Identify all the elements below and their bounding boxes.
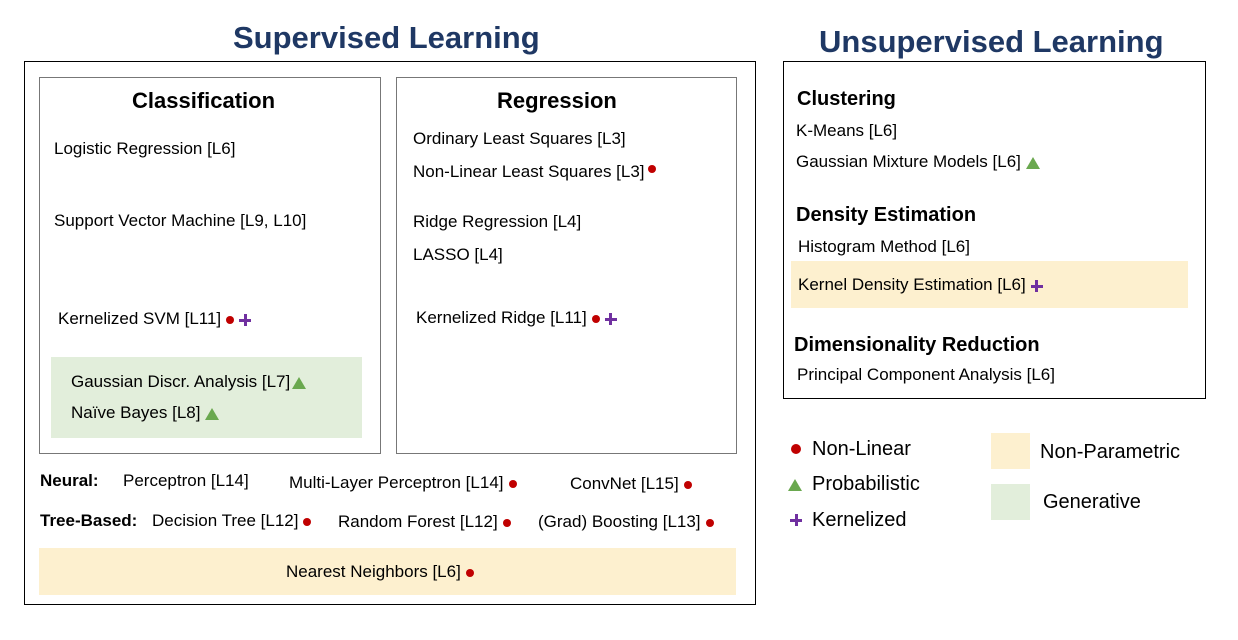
nlls-label: Non-Linear Least Squares [L3] (413, 162, 645, 181)
grad-boosting: (Grad) Boosting [L13] (538, 512, 714, 532)
gda-label: Gaussian Discr. Analysis [L7] (71, 372, 291, 391)
non-linear-dot-icon (705, 518, 714, 527)
ridge-regression: Ridge Regression [L4] (413, 212, 582, 231)
non-linear-dot-icon (303, 517, 312, 526)
gmm-label: Gaussian Mixture Models [L6] (796, 152, 1021, 171)
decision-tree: Decision Tree [L12] (152, 511, 312, 531)
kernelized-plus-icon (239, 313, 252, 326)
convnet: ConvNet [L15] (570, 474, 692, 494)
probabilistic-triangle-icon (1025, 156, 1040, 169)
non-parametric-highlight (39, 548, 736, 595)
density-estimation-heading: Density Estimation (796, 204, 977, 226)
legend-probabilistic-triangle-icon (788, 479, 802, 491)
classification-heading: Classification (132, 88, 276, 113)
naive-bayes: Naïve Bayes [L8] (71, 403, 220, 423)
legend-kernelized: Kernelized (812, 509, 907, 531)
clustering-heading: Clustering (797, 88, 896, 110)
principal-component-analysis: Principal Component Analysis [L6] (797, 365, 1055, 384)
regression-panel (396, 77, 737, 454)
ordinary-least-squares: Ordinary Least Squares [L3] (413, 129, 626, 148)
tree-based-label: Tree-Based: (40, 511, 138, 530)
grad-boosting-label: (Grad) Boosting [L13] (538, 512, 701, 531)
support-vector-machine: Support Vector Machine [L9, L10] (54, 211, 307, 230)
lasso: LASSO [L4] (413, 245, 503, 264)
k-means: K-Means [L6] (796, 121, 898, 140)
convnet-label: ConvNet [L15] (570, 474, 679, 493)
non-linear-dot-icon (502, 518, 511, 527)
non-linear-dot-icon (226, 315, 235, 324)
naive-bayes-label: Naïve Bayes [L8] (71, 403, 201, 422)
random-forest: Random Forest [L12] (338, 512, 511, 532)
kernelized-ridge: Kernelized Ridge [L11] (416, 308, 617, 328)
histogram-method: Histogram Method [L6] (798, 237, 970, 256)
legend-non-linear: Non-Linear (812, 438, 911, 460)
unsupervised-panel (783, 61, 1206, 399)
kernelized-svm-label: Kernelized SVM [L11] (58, 309, 222, 328)
kernelized-plus-icon (604, 312, 617, 325)
decision-tree-label: Decision Tree [L12] (152, 511, 299, 530)
perceptron: Perceptron [L14] (123, 471, 249, 490)
gaussian-mixture-models: Gaussian Mixture Models [L6] (796, 152, 1040, 172)
random-forest-label: Random Forest [L12] (338, 512, 498, 531)
legend-generative-swatch (991, 484, 1030, 520)
kernelized-svm: Kernelized SVM [L11] (58, 309, 252, 329)
non-parametric-highlight (791, 261, 1188, 308)
legend-non-parametric: Non-Parametric (1040, 441, 1181, 463)
legend-generative: Generative (1043, 491, 1141, 513)
non-linear-dot-icon (647, 164, 656, 173)
non-linear-least-squares: Non-Linear Least Squares [L3] (413, 162, 656, 182)
kernel-density-estimation: Kernel Density Estimation [L6] (798, 275, 1043, 295)
kernelized-ridge-label: Kernelized Ridge [L11] (416, 308, 587, 327)
non-linear-dot-icon (465, 568, 474, 577)
supervised-title: Supervised Learning (233, 20, 540, 55)
nearest-neighbors-label: Nearest Neighbors [L6] (286, 562, 461, 581)
multi-layer-perceptron: Multi-Layer Perceptron [L14] (289, 473, 517, 493)
logistic-regression: Logistic Regression [L6] (54, 139, 236, 158)
mlp-label: Multi-Layer Perceptron [L14] (289, 473, 504, 492)
classification-panel (39, 77, 381, 454)
dimensionality-reduction-heading: Dimensionality Reduction (794, 334, 1040, 356)
non-linear-dot-icon (591, 314, 600, 323)
kde-label: Kernel Density Estimation [L6] (798, 275, 1026, 294)
probabilistic-triangle-icon (205, 407, 220, 420)
legend-probabilistic: Probabilistic (812, 473, 920, 495)
kernelized-plus-icon (1030, 279, 1043, 292)
probabilistic-triangle-icon (292, 376, 307, 389)
non-linear-dot-icon (683, 480, 692, 489)
neural-label: Neural: (40, 471, 99, 490)
generative-highlight (51, 357, 362, 438)
nearest-neighbors: Nearest Neighbors [L6] (286, 562, 474, 582)
regression-heading: Regression (497, 88, 617, 113)
gaussian-discr-analysis: Gaussian Discr. Analysis [L7] (71, 372, 307, 392)
legend-non-parametric-swatch (991, 433, 1030, 469)
legend-non-linear-dot-icon (791, 444, 801, 454)
unsupervised-title: Unsupervised Learning (819, 24, 1164, 59)
supervised-panel (24, 61, 756, 605)
non-linear-dot-icon (508, 479, 517, 488)
